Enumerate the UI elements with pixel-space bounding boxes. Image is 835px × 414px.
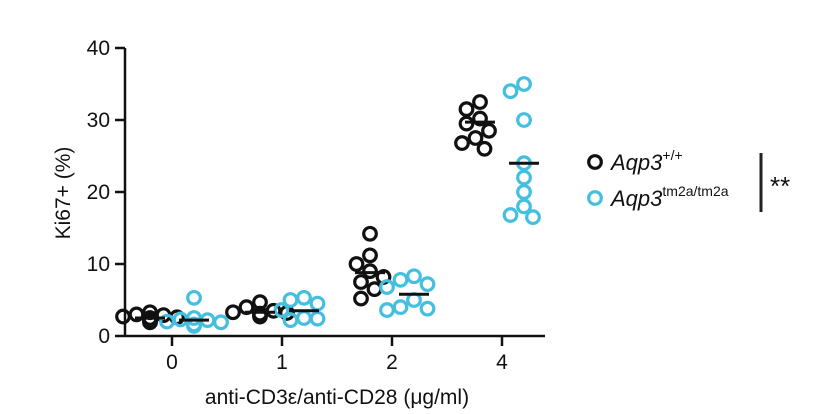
data-point-series-1-cat-1 [273,302,290,318]
data-point-series-0-cat-4 [472,94,488,110]
data-point-series-1-cat-1 [282,312,299,329]
x-tick-label: 1 [276,351,288,374]
data-point-series-1-cat-4 [516,112,532,128]
data-point-series-1-cat-2 [406,268,422,285]
data-point-series-0-cat-2 [353,290,369,307]
data-point-series-1-cat-1 [309,310,326,327]
data-point-series-0-cat-2 [366,281,383,298]
x-axis-title: anti-CD3ε/anti-CD28 (μg/ml) [205,386,469,409]
data-point-series-1-cat-4 [502,207,519,223]
data-point-series-1-cat-1 [309,295,326,312]
data-point-series-1-cat-0 [159,313,175,330]
data-point-series-1-cat-2 [392,271,409,288]
legend-marker-wildtype [587,154,603,170]
data-point-series-0-cat-4 [481,122,497,139]
data-point-series-1-cat-1 [296,310,312,326]
legend-sup-wildtype: +/+ [662,147,682,163]
data-points [115,76,541,334]
data-point-series-1-cat-2 [419,276,436,293]
data-point-series-0-cat-2 [353,274,369,290]
data-point-series-0-cat-0 [142,314,158,331]
y-tick-label: 40 [87,37,110,60]
legend: Aqp3+/+ Aqp3tm2a/tm2a ** [587,147,790,212]
y-axis-title: Ki67+ (%) [52,147,75,240]
legend-marker-mutant [587,190,603,206]
x-tick-label: 0 [166,351,178,374]
legend-label-wildtype: Aqp3 [609,150,663,175]
legend-sup-mutant: tm2a/tm2a [662,183,728,199]
data-point-series-1-cat-0 [213,314,229,331]
data-point-series-1-cat-1 [296,289,312,306]
data-point-series-1-cat-2 [419,300,436,317]
legend-item-wildtype: Aqp3+/+ [587,147,683,175]
data-point-series-0-cat-4 [467,130,484,146]
y-tick-label: 0 [98,325,110,348]
x-tick-label: 4 [496,351,508,374]
data-point-series-1-cat-0 [186,289,202,306]
data-point-series-1-cat-4 [516,198,532,215]
legend-label-mutant: Aqp3 [609,186,663,211]
data-point-series-1-cat-4 [516,184,532,200]
svg-text:Aqp3+/+: Aqp3+/+ [609,147,683,175]
data-point-series-1-cat-2 [379,279,395,295]
data-point-series-1-cat-2 [379,302,395,318]
y-tick-label: 10 [87,253,110,276]
y-tick-label: 30 [87,109,110,132]
data-point-series-0-cat-1 [252,308,268,325]
data-point-series-1-cat-4 [516,169,532,186]
data-point-series-0-cat-1 [225,304,241,321]
data-point-series-0-cat-2 [362,247,378,264]
data-point-series-0-cat-4 [472,110,488,127]
data-point-series-0-cat-4 [454,135,470,151]
significance-label: ** [770,171,790,201]
mean-lines [135,120,539,322]
y-tick-label: 20 [87,181,110,204]
svg-text:Aqp3tm2a/tm2a: Aqp3tm2a/tm2a [609,183,729,211]
x-tick-label: 2 [386,351,398,374]
data-point-series-1-cat-4 [516,76,532,92]
data-point-series-0-cat-2 [362,225,378,242]
data-point-series-0-cat-4 [476,140,493,157]
data-point-series-1-cat-1 [282,292,299,308]
data-point-series-0-cat-2 [348,256,365,272]
data-point-series-1-cat-4 [525,209,541,226]
data-point-series-0-cat-0 [115,308,131,325]
data-point-series-1-cat-2 [392,299,409,316]
data-point-series-1-cat-4 [502,83,519,100]
data-point-series-0-cat-4 [458,101,475,118]
legend-item-mutant: Aqp3tm2a/tm2a [587,183,729,211]
axes: 0 10 20 30 40 0 1 2 4 [87,37,545,374]
